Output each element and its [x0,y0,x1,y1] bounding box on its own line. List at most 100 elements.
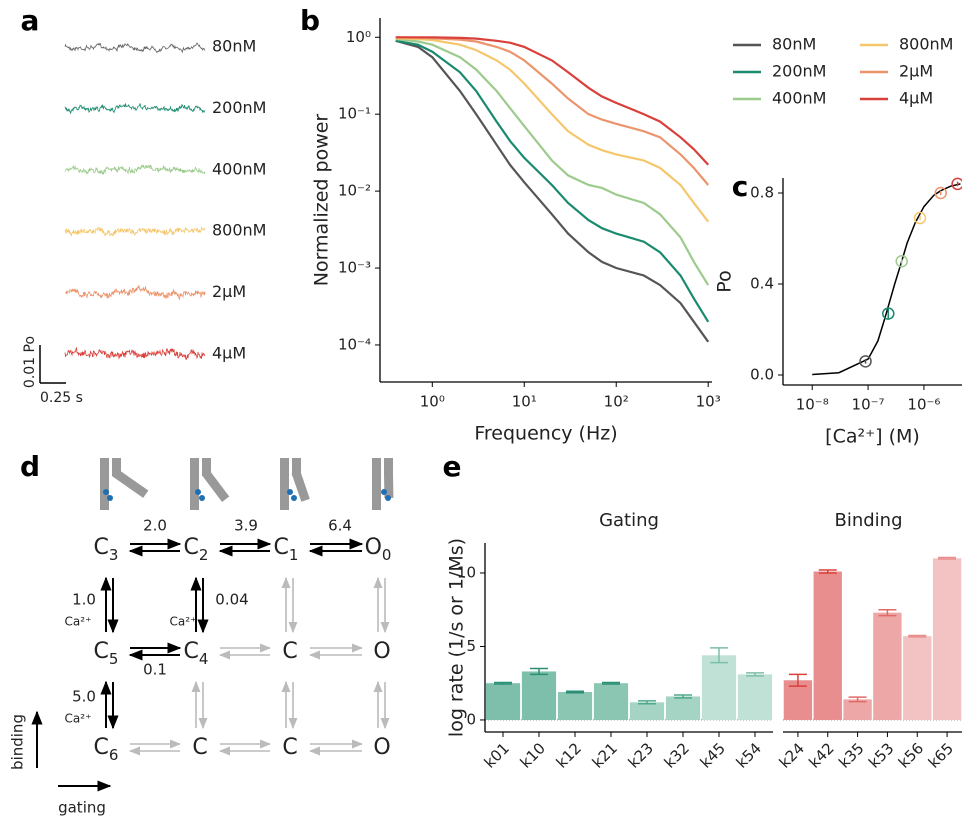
x-tick-label: 10⁻⁷ [852,396,885,414]
legend-label: 400nM [772,89,826,108]
trace-label: 80nM [212,37,256,56]
panel-label: e [443,450,462,483]
scale-bar-x-label: 0.25 s [40,390,83,406]
panel-label: c [732,170,749,203]
x-tick-label: 10¹ [512,393,537,411]
y-tick-label: 10⁻³ [338,259,371,277]
y-axis-label: Po [714,270,736,292]
state: C5 [94,639,119,668]
x-tick-label: k53 [865,739,897,771]
state: C2 [184,535,209,564]
state: C4 [184,639,209,668]
point [913,211,927,225]
state: C3 [94,535,119,564]
y-tick-label: 10 [457,563,476,581]
bar [843,699,872,720]
line [395,39,710,323]
ca-ion [199,495,205,501]
trace [64,164,206,176]
bar [665,696,701,720]
legend-label: 200nM [772,62,826,81]
state-label: C [94,535,109,560]
chart-title: Gating [599,510,659,531]
y-tick-label: 0.4 [750,275,774,293]
x-tick-label: 10⁰ [420,393,445,411]
ca-ion [107,495,113,501]
line [395,36,710,166]
bar [873,612,902,720]
ca-ion [381,489,387,495]
x-tick-label: k12 [553,739,585,771]
bar [932,558,962,720]
legend-label: 800nM [899,35,953,54]
x-tick-label: k35 [835,739,867,771]
state: C [192,735,207,760]
bar [485,683,521,720]
state-label: O [373,639,390,664]
panel-label: a [21,4,40,37]
x-tick-label: k01 [481,739,513,771]
state-subscript: 6 [109,746,119,764]
channel-icon [280,458,310,510]
trace [64,42,206,54]
y-tick-label: 0.0 [750,365,774,383]
y-axis-label: Normalized power [311,114,333,287]
panel-label: b [300,4,320,37]
state-label: C [94,735,109,760]
line [395,37,710,223]
line [395,39,710,343]
point [934,186,948,200]
y-tick-label: 10⁻¹ [338,105,371,123]
state: O0 [365,535,392,564]
y-tick-label: 10⁻² [338,182,371,200]
x-tick-label: 10⁻⁸ [796,396,829,414]
x-tick-label: k42 [805,739,837,771]
chart-title: Binding [834,510,902,531]
fit-line [812,183,961,376]
trace-label: 2μM [212,282,246,301]
bar [629,702,665,720]
ca-label: Ca²⁺ [65,615,92,629]
bar [521,671,557,720]
point [882,307,895,320]
ca-ion [291,495,297,501]
ca-label: Ca²⁺ [170,615,197,629]
state-label: O [365,535,382,560]
ca-ion [195,489,201,495]
state-subscript: 4 [199,650,209,668]
state-label: C [94,639,109,664]
x-tick-label: k10 [517,739,549,771]
y-axis-label: log rate (1/s or 1/Ms) [446,538,468,737]
state-label: C [192,735,207,760]
state-label: C [282,735,297,760]
scale-bar-y-label: 0.01 Po [22,336,38,388]
rate-label: 0.04 [215,591,248,609]
panel-label: d [20,450,40,483]
legend-label: 80nM [772,35,816,54]
line [395,36,710,186]
state-subscript: 2 [199,546,209,564]
x-tick-label: 10² [604,393,629,411]
channel-wall [112,458,121,476]
channel-icon [100,458,149,510]
x-axis-label: Frequency (Hz) [474,423,617,445]
y-tick-label: 0.8 [750,184,774,202]
channel-wall [280,458,289,510]
y-tick-label: 0 [466,710,476,728]
legend-label: 2μM [899,62,933,81]
trace-label: 800nM [212,221,266,240]
trace-label: 200nM [212,98,266,117]
y-tick-label: 5 [466,637,476,655]
x-tick-label: k45 [697,739,729,771]
rate-label: 2.0 [143,517,167,535]
state-subscript: 3 [109,546,119,564]
state: O [373,639,390,664]
x-tick-label: 10³ [696,393,721,411]
x-tick-label: k65 [925,739,957,771]
trace [64,285,206,301]
point [951,177,962,191]
trace [64,226,206,238]
rate-label: 0.1 [143,661,167,679]
state-label: C [184,639,199,664]
